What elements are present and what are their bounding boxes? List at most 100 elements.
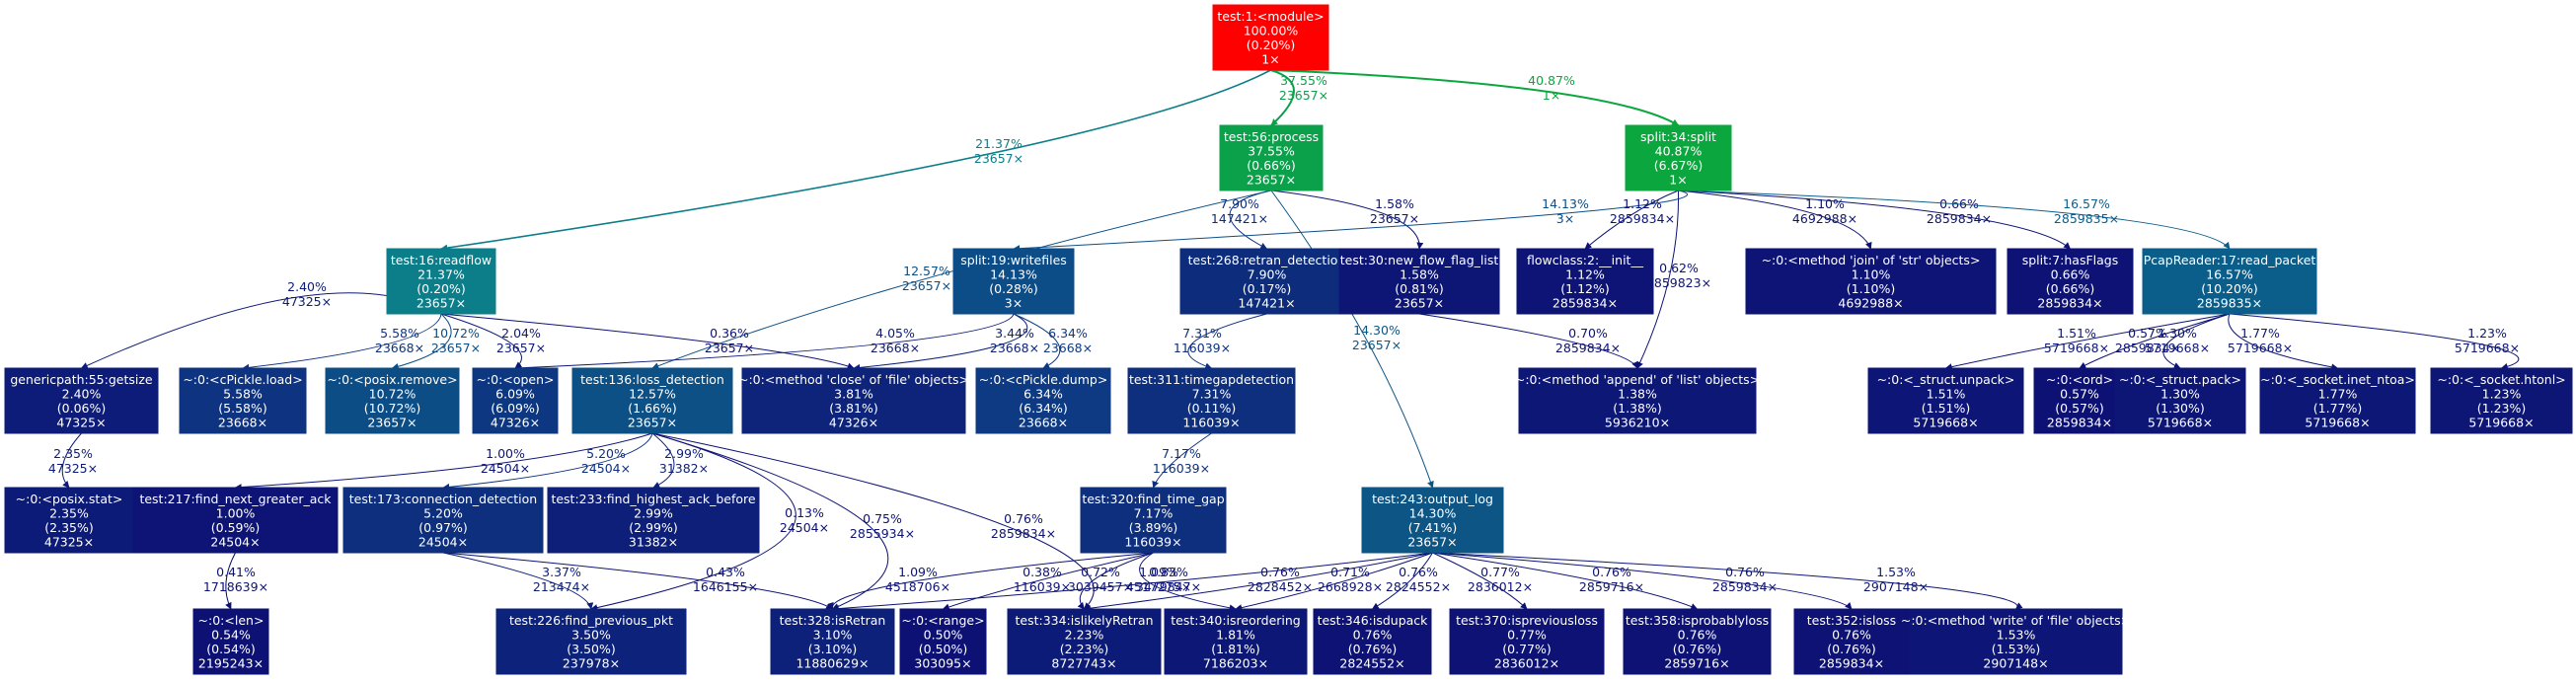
node-timegap[interactable]: test:311:timegapdetection7.31%(0.11%)116… xyxy=(1127,367,1296,434)
node-box xyxy=(1449,608,1605,675)
node-islikely[interactable]: test:334:islikelyRetran2.23%(2.23%)87277… xyxy=(1007,608,1162,675)
edge-label-outputlog-islikely: 0.76%2828452× xyxy=(1248,565,1313,594)
node-open[interactable]: ~:0:<open>6.09%(6.09%)47326× xyxy=(472,367,559,434)
edge-label-line: 0.76% xyxy=(1592,565,1631,579)
node-posixremove[interactable]: ~:0:<posix.remove>10.72%(10.72%)23657× xyxy=(325,367,460,434)
node-findnext[interactable]: test:217:find_next_greater_ack1.00%(0.59… xyxy=(132,487,339,554)
node-posixstat[interactable]: ~:0:<posix.stat>2.35%(2.35%)47325× xyxy=(4,487,134,554)
node-label-line: 2859834× xyxy=(1553,296,1618,311)
node-label-line: 1.12% xyxy=(1565,267,1605,282)
node-isprobloss[interactable]: test:358:isprobablyloss0.76%(0.76%)28597… xyxy=(1623,608,1772,675)
edge-label-line: 4692988× xyxy=(1792,211,1857,226)
node-structunpack[interactable]: ~:0:<_struct.unpack>1.51%(1.51%)5719668× xyxy=(1867,367,2024,434)
node-box xyxy=(342,487,544,554)
node-join[interactable]: ~:0:<method 'join' of 'str' objects>1.10… xyxy=(1745,248,1997,315)
node-ntoa[interactable]: ~:0:<_socket.inet_ntoa>1.77%(1.77%)57196… xyxy=(2259,367,2416,434)
edge-label-readpacket-ord: 0.57%2859834× xyxy=(2115,326,2180,355)
edge-label-line: 0.75% xyxy=(863,511,902,526)
edge-label-line: 116039× xyxy=(1153,461,1210,476)
node-label-line: 5.58% xyxy=(223,387,263,402)
edge-label-line: 5719668× xyxy=(2455,341,2520,355)
node-label-line: ~:0:<method 'append' of 'list' objects> xyxy=(1515,372,1760,387)
edge-loss-connection xyxy=(442,432,653,491)
edge-label-line: 2836012× xyxy=(1468,579,1533,594)
node-box xyxy=(1219,124,1324,191)
node-label-line: 2859834× xyxy=(1819,656,1884,671)
node-label-line: ~:0:<method 'join' of 'str' objects> xyxy=(1762,253,1981,267)
node-writefile[interactable]: ~:0:<method 'write' of 'file' objects>1.… xyxy=(1901,608,2131,675)
node-len[interactable]: ~:0:<len>0.54%(0.54%)2195243× xyxy=(192,608,269,675)
node-findtime[interactable]: test:320:find_time_gap7.17%(3.89%)116039… xyxy=(1080,487,1227,554)
edge-label-line: 4518706× xyxy=(885,579,950,594)
node-label-line: 40.87% xyxy=(1655,144,1703,159)
node-findhighest[interactable]: test:233:find_highest_ack_before2.99%(2.… xyxy=(547,487,760,554)
edge-label-readflow-posixremove: 10.72%23657× xyxy=(431,326,481,355)
node-ord[interactable]: ~:0:<ord>0.57%(0.57%)2859834× xyxy=(2033,367,2126,434)
edge-label-line: 4517275× xyxy=(1126,579,1191,594)
edge-outputlog-isprobloss xyxy=(1432,552,1699,610)
node-isreorder[interactable]: test:340:isreordering1.81%(1.81%)7186203… xyxy=(1164,608,1308,675)
node-newflag[interactable]: test:30:new_flow_flag_list1.58%(0.81%)23… xyxy=(1338,248,1500,315)
edge-label-line: 1646155× xyxy=(693,579,758,594)
edge-writefiles-closefile xyxy=(853,313,1027,371)
node-flowclass[interactable]: flowclass:2:__init__1.12%(1.12%)2859834× xyxy=(1516,248,1654,315)
edge-label-line: 0.72% xyxy=(1081,565,1120,579)
edge-outputlog-islikely xyxy=(1083,552,1433,612)
node-htonl[interactable]: ~:0:<_socket.htonl>1.23%(1.23%)5719668× xyxy=(2430,367,2573,434)
edge-label-line: 7.90% xyxy=(1220,196,1259,211)
node-pickledump[interactable]: ~:0:<cPickle.dump>6.34%(6.34%)23668× xyxy=(975,367,1111,434)
node-isprevloss[interactable]: test:370:ispreviousloss0.77%(0.77%)28360… xyxy=(1449,608,1605,675)
edge-label-process-retran: 7.90%147421× xyxy=(1211,196,1268,226)
node-box xyxy=(1623,608,1772,675)
node-label-line: 237978× xyxy=(563,656,620,671)
edge-label-line: 1718639× xyxy=(203,579,268,594)
node-closefile[interactable]: ~:0:<method 'close' of 'file' objects>3.… xyxy=(738,367,969,434)
node-box xyxy=(1212,4,1329,71)
edge-label-readflow-getsize: 2.40%47325× xyxy=(282,279,332,309)
edge-label-line: 2859823× xyxy=(1646,275,1711,290)
node-readpacket[interactable]: PcapReader:17:read_packet16.57%(10.20%)2… xyxy=(2142,248,2317,315)
node-label-line: (2.23%) xyxy=(1060,642,1108,656)
node-box xyxy=(1179,248,1354,315)
edge-label-line: 5719668× xyxy=(2145,341,2210,355)
edge-label-module-readflow: 21.37%23657× xyxy=(974,136,1023,166)
edge-label-readflow-closefile: 0.36%23657× xyxy=(705,326,754,355)
node-label-line: 2859834× xyxy=(2037,296,2102,311)
node-label-line: 8727743× xyxy=(1051,656,1116,671)
edge-label-line: 0.62% xyxy=(1659,261,1699,275)
node-module[interactable]: test:1:<module>100.00%(0.20%)1× xyxy=(1212,4,1329,71)
node-label-line: 0.76% xyxy=(1678,628,1717,643)
node-label-line: test:346:isdupack xyxy=(1318,613,1429,628)
edge-label-loss-findprev: 0.13%24504× xyxy=(780,505,829,535)
node-label-line: 4692988× xyxy=(1838,296,1903,311)
node-label-line: 3.81% xyxy=(834,387,873,402)
node-pickleload[interactable]: ~:0:<cPickle.load>5.58%(5.58%)23668× xyxy=(179,367,307,434)
node-label-line: 10.72% xyxy=(369,387,417,402)
edge-label-line: 23668× xyxy=(990,341,1039,355)
node-connection[interactable]: test:173:connection_detection5.20%(0.97%… xyxy=(342,487,544,554)
edge-label-module-process: 37.55%23657× xyxy=(1279,73,1328,103)
node-label-line: 2859835× xyxy=(2197,296,2262,311)
node-box xyxy=(1867,367,2024,434)
node-retran[interactable]: test:268:retran_detection7.90%(0.17%)147… xyxy=(1179,248,1354,315)
node-label-line: test:243:output_log xyxy=(1372,492,1493,506)
node-appendlist[interactable]: ~:0:<method 'append' of 'list' objects>1… xyxy=(1515,367,1760,434)
node-loss[interactable]: test:136:loss_detection12.57%(1.66%)2365… xyxy=(571,367,733,434)
node-findprev[interactable]: test:226:find_previous_pkt3.50%(3.50%)23… xyxy=(495,608,687,675)
edge-label-outputlog-isdupack: 0.76%2824552× xyxy=(1386,565,1451,594)
node-range[interactable]: ~:0:<range>0.50%(0.50%)303095× xyxy=(899,608,987,675)
node-structpack[interactable]: ~:0:<_struct.pack>1.30%(1.30%)5719668× xyxy=(2114,367,2246,434)
node-box xyxy=(132,487,339,554)
node-label-line: 2907148× xyxy=(1983,656,2048,671)
